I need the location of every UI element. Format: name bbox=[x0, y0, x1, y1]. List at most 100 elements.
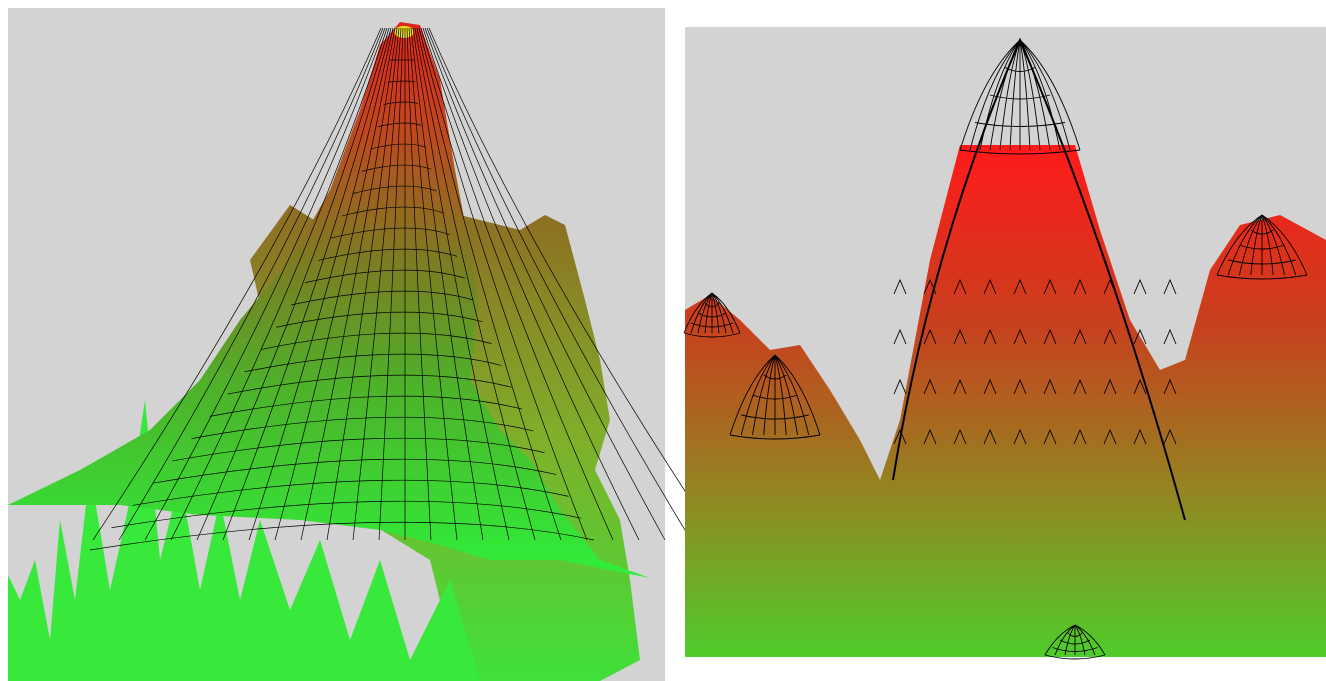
main-peak bbox=[8, 22, 650, 578]
mesh-line bbox=[752, 354, 776, 436]
mesh-tick bbox=[1073, 278, 1087, 295]
mesh-line bbox=[752, 394, 798, 400]
mesh-line bbox=[697, 292, 713, 334]
mesh-line bbox=[414, 27, 536, 541]
mesh-line bbox=[132, 479, 569, 506]
mesh-line bbox=[318, 248, 458, 261]
mesh-line bbox=[1261, 214, 1285, 276]
mesh-line bbox=[729, 354, 776, 436]
mesh-line bbox=[1227, 214, 1263, 276]
mesh-line bbox=[1067, 632, 1083, 637]
mesh-tick bbox=[1013, 278, 1027, 295]
mesh-line bbox=[774, 354, 810, 436]
mesh-line bbox=[959, 39, 1021, 151]
mesh-line bbox=[690, 292, 713, 334]
mesh-line bbox=[418, 27, 588, 541]
mesh-tick bbox=[1163, 428, 1177, 445]
mesh-line bbox=[410, 27, 484, 541]
mesh-line bbox=[1074, 624, 1096, 656]
mesh-line bbox=[111, 500, 582, 529]
mesh-tick bbox=[1073, 378, 1087, 395]
mesh-line bbox=[774, 354, 821, 436]
mesh-tick bbox=[983, 278, 997, 295]
mesh-tick bbox=[1043, 428, 1057, 445]
mesh-line bbox=[300, 27, 398, 541]
mesh-line bbox=[412, 27, 510, 541]
mesh-line bbox=[378, 27, 404, 541]
mesh-line bbox=[426, 27, 692, 541]
mesh-line bbox=[290, 290, 474, 306]
mesh-line bbox=[209, 395, 523, 417]
mesh-line bbox=[406, 27, 432, 541]
mesh-line bbox=[1261, 214, 1308, 276]
mesh-tick bbox=[893, 428, 907, 445]
mesh-line bbox=[416, 27, 562, 541]
mesh-line bbox=[1239, 244, 1285, 250]
mesh-tick bbox=[893, 278, 907, 295]
mesh-tick bbox=[1163, 278, 1177, 295]
mesh-line bbox=[1019, 39, 1071, 151]
mesh-tick bbox=[923, 278, 937, 295]
mesh-line bbox=[969, 39, 1021, 151]
mesh-tick bbox=[1043, 328, 1057, 345]
mesh-line bbox=[704, 302, 720, 308]
mesh-tick bbox=[983, 378, 997, 395]
mesh-tick bbox=[953, 378, 967, 395]
mesh-line bbox=[304, 269, 466, 284]
mesh-line bbox=[420, 27, 614, 541]
mesh-line bbox=[1019, 39, 1061, 151]
mesh-line bbox=[248, 27, 394, 541]
mesh-tick bbox=[893, 328, 907, 345]
mesh-line bbox=[330, 227, 450, 239]
mesh-tick bbox=[953, 428, 967, 445]
mesh-line bbox=[361, 164, 431, 172]
mesh-tick bbox=[1103, 278, 1117, 295]
mesh-tick bbox=[1013, 428, 1027, 445]
mesh-line bbox=[170, 27, 388, 541]
mesh-tick bbox=[1043, 378, 1057, 395]
mesh-line bbox=[352, 27, 402, 541]
mesh-line bbox=[1261, 214, 1274, 276]
mesh-tick bbox=[923, 378, 937, 395]
mesh-line bbox=[352, 185, 437, 194]
mesh-tick bbox=[1133, 278, 1147, 295]
mesh-line bbox=[989, 94, 1051, 100]
mesh-line bbox=[711, 292, 727, 334]
mesh-line bbox=[326, 27, 400, 541]
mesh-line bbox=[152, 458, 557, 484]
mesh-tick bbox=[983, 428, 997, 445]
front-spikes bbox=[8, 400, 480, 681]
mesh-line bbox=[697, 312, 727, 318]
mesh-line bbox=[1216, 214, 1263, 276]
mesh-tick bbox=[1013, 328, 1027, 345]
mesh-line bbox=[196, 27, 390, 541]
mesh-tick bbox=[1073, 328, 1087, 345]
mesh-tick bbox=[1103, 378, 1117, 395]
mesh-line bbox=[763, 374, 787, 380]
mesh-line bbox=[1064, 624, 1076, 656]
mesh-line bbox=[227, 374, 512, 395]
mesh-line bbox=[1261, 214, 1297, 276]
mesh-line bbox=[683, 292, 713, 334]
mesh-line bbox=[729, 434, 821, 440]
mesh-line bbox=[1019, 39, 1081, 151]
mesh-line bbox=[1044, 624, 1076, 656]
mesh-tick bbox=[1133, 328, 1147, 345]
mesh-line bbox=[1074, 624, 1086, 656]
mesh-line bbox=[704, 292, 713, 334]
mesh-line bbox=[711, 292, 741, 334]
mesh-line bbox=[690, 322, 734, 328]
mesh-line bbox=[1228, 259, 1296, 265]
mesh-line bbox=[1054, 624, 1076, 656]
mesh-line bbox=[1074, 624, 1106, 656]
mesh-line bbox=[774, 354, 798, 436]
mesh-line bbox=[1059, 639, 1091, 645]
mesh-line bbox=[387, 80, 416, 83]
mesh-line bbox=[118, 27, 384, 541]
mesh-line bbox=[424, 27, 666, 541]
mesh-tick bbox=[1133, 428, 1147, 445]
mesh-tick bbox=[1013, 378, 1027, 395]
mesh-line bbox=[774, 354, 787, 436]
